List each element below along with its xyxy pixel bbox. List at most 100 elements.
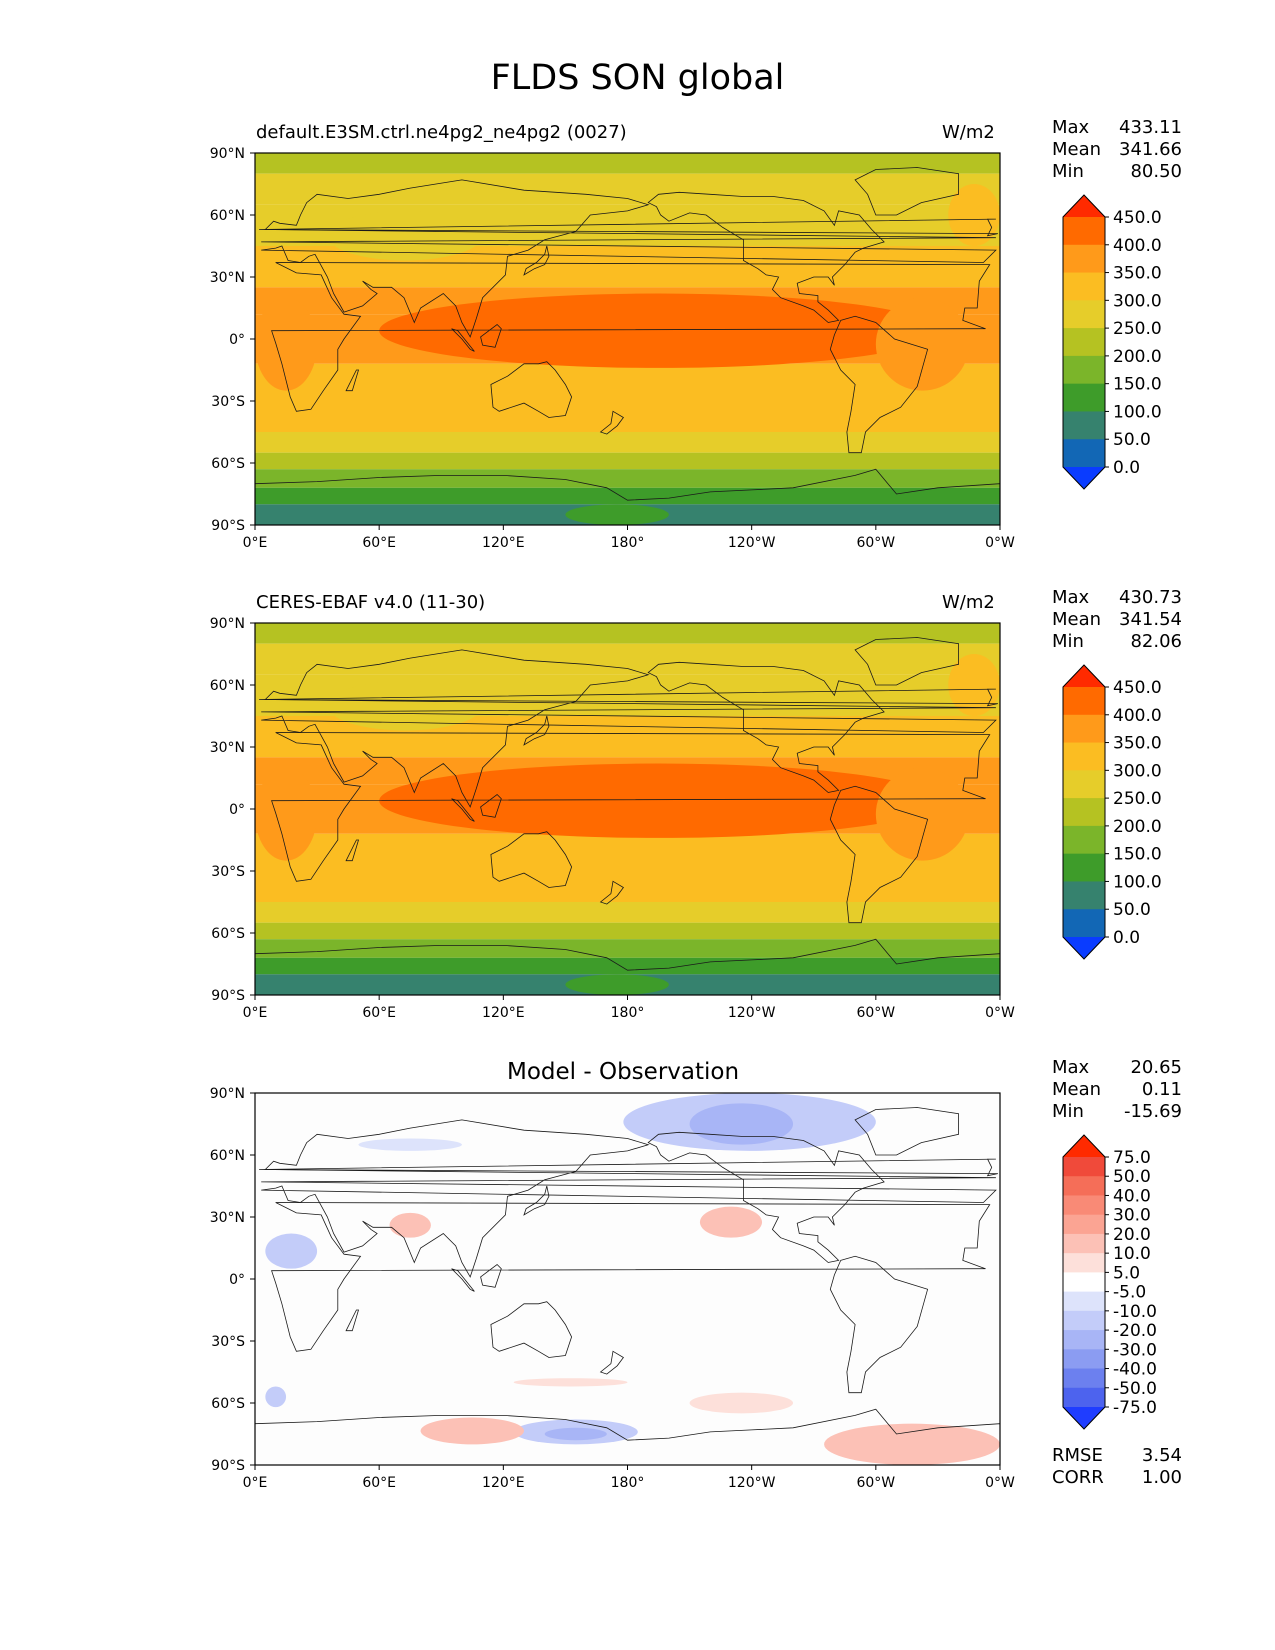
panel-title: CERES-EBAF v4.0 (11-30)	[256, 592, 486, 613]
colorbar-label: -50.0	[1113, 1379, 1157, 1399]
colorbar-label: 450.0	[1113, 208, 1162, 228]
colorbar-label: 0.0	[1113, 458, 1140, 478]
colorbar-extend-min	[1063, 937, 1105, 959]
coastline-antarctica	[255, 1408, 1000, 1465]
y-tick-label: 90°S	[211, 988, 245, 1004]
field-anomaly	[824, 1423, 1000, 1465]
colorbar-label: 200.0	[1113, 347, 1162, 367]
stat-rmse: RMSE 3.54	[1052, 1445, 1182, 1466]
colorbar-segment	[1063, 1310, 1105, 1331]
x-tick-label: 60°W	[856, 535, 895, 551]
colorbar-label: -10.0	[1113, 1302, 1157, 1322]
x-tick-label: 120°E	[482, 1475, 525, 1491]
colorbar-label: 20.0	[1113, 1225, 1151, 1245]
coastline-africa	[271, 1202, 991, 1352]
x-tick-label: 180°	[611, 535, 645, 551]
field-band	[255, 939, 1000, 958]
field-anomaly	[544, 1427, 607, 1441]
field-anomaly	[255, 767, 318, 861]
x-tick-label: 120°E	[482, 1005, 525, 1021]
field-band	[255, 363, 1000, 432]
field-anomaly	[358, 1138, 462, 1151]
colorbar-segment	[1063, 909, 1105, 938]
x-tick-label: 60°E	[362, 535, 396, 551]
map-field	[255, 623, 1000, 995]
y-tick-label: 60°S	[211, 1396, 245, 1412]
coastline-borneo	[480, 323, 502, 348]
stat-min: Min 80.50	[1052, 161, 1182, 182]
colorbar-label: 400.0	[1113, 706, 1162, 726]
colorbar-label: 150.0	[1113, 375, 1162, 395]
colorbar-label: 30.0	[1113, 1206, 1151, 1226]
field-anomaly	[389, 1212, 431, 1238]
panel-model: default.E3SM.ctrl.ne4pg2_ne4pg2 (0027) W…	[0, 110, 1275, 551]
field-anomaly	[327, 680, 483, 731]
colorbar-segment	[1063, 328, 1105, 357]
y-tick-label: 60°N	[210, 1148, 245, 1164]
field-band	[255, 452, 1000, 470]
coastline-australia	[490, 831, 573, 888]
coastline-greenland	[854, 1107, 959, 1156]
colorbar-label: 100.0	[1113, 402, 1162, 422]
field-anomaly	[420, 1417, 525, 1445]
colorbar-label: 100.0	[1113, 872, 1162, 892]
colorbar-label: -20.0	[1113, 1321, 1157, 1341]
stat-min: Min 82.06	[1052, 631, 1182, 652]
coastline-sumatra	[451, 328, 475, 352]
colorbar-segment	[1063, 1368, 1105, 1389]
coastline-eurasia	[261, 649, 997, 808]
field-anomaly	[255, 297, 318, 391]
colorbar-segment	[1063, 272, 1105, 301]
coastline-madagascar	[345, 1309, 360, 1332]
x-tick-label: 0°W	[985, 535, 1015, 551]
y-tick-label: 60°N	[210, 208, 245, 224]
map-field	[255, 1093, 1000, 1465]
coastline-uk	[259, 218, 998, 237]
field-anomaly	[265, 1233, 318, 1269]
x-tick-label: 60°W	[856, 1475, 895, 1491]
coastline-new-zealand	[599, 410, 624, 435]
field-band	[255, 487, 1000, 505]
coastline-greenland	[854, 637, 959, 686]
field-anomaly	[948, 654, 1000, 716]
y-tick-label: 60°N	[210, 678, 245, 694]
field-band	[255, 833, 1000, 902]
coastline-north-america	[647, 661, 885, 793]
colorbar-label: 0.0	[1113, 928, 1140, 948]
panel-title: Model - Observation	[507, 1059, 740, 1085]
colorbar-segment	[1063, 300, 1105, 329]
colorbar-segment	[1063, 1330, 1105, 1350]
colorbar-segment	[1063, 439, 1105, 468]
coastline-south-america	[829, 315, 929, 454]
colorbar-label: 400.0	[1113, 236, 1162, 256]
colorbar-extend-min	[1063, 467, 1105, 489]
field-band	[255, 153, 1000, 174]
colorbar-segment	[1063, 1272, 1105, 1293]
x-tick-label: 60°W	[856, 1005, 895, 1021]
coastline-new-zealand	[599, 880, 624, 905]
y-tick-label: 30°S	[211, 864, 245, 880]
colorbar-label: 350.0	[1113, 264, 1162, 284]
colorbar-segment	[1063, 687, 1105, 716]
x-tick-label: 0°E	[243, 1475, 268, 1491]
field-anomaly	[699, 1206, 763, 1238]
colorbar-label: -30.0	[1113, 1340, 1157, 1360]
colorbar-label: 350.0	[1113, 734, 1162, 754]
field-band	[255, 623, 1000, 644]
field-anomaly	[565, 504, 669, 525]
coastline-madagascar	[345, 369, 360, 392]
field-anomaly	[875, 297, 969, 391]
x-tick-label: 60°E	[362, 1005, 396, 1021]
coastline-eurasia	[261, 179, 997, 338]
colorbar-segment	[1063, 1157, 1105, 1177]
coastline-japan	[523, 715, 550, 746]
stat-corr: CORR 1.00	[1052, 1467, 1182, 1488]
colorbar-label: -75.0	[1113, 1398, 1157, 1418]
coastline-madagascar	[345, 839, 360, 862]
colorbar-segment	[1063, 853, 1105, 882]
stat-mean: Mean 0.11	[1052, 1079, 1182, 1100]
x-tick-label: 180°	[611, 1005, 645, 1021]
colorbar-label: 40.0	[1113, 1186, 1151, 1206]
colorbar-extend-max	[1063, 1135, 1105, 1157]
colorbar-segment	[1063, 383, 1105, 412]
